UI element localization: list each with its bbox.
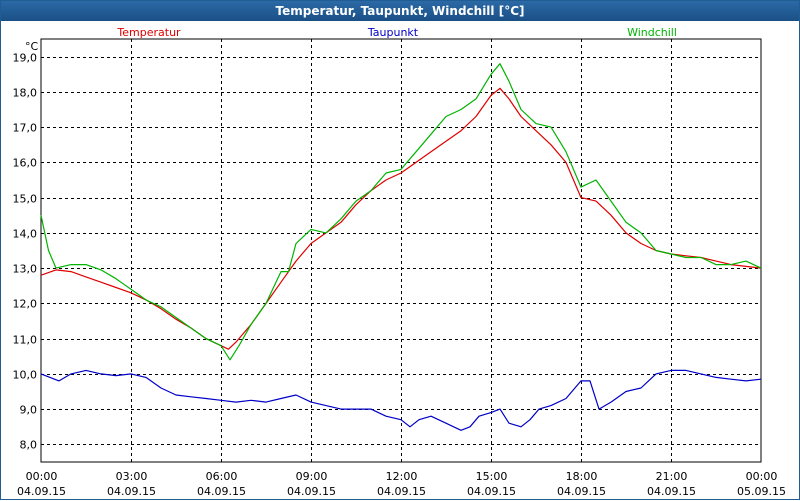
y-tick-label: 10,0 bbox=[13, 369, 38, 382]
y-tick-label: 13,0 bbox=[13, 263, 38, 276]
window-title: Temperatur, Taupunkt, Windchill [°C] bbox=[1, 1, 799, 21]
x-tick-time: 15:00 bbox=[476, 470, 508, 483]
x-tick-time: 00:00 bbox=[746, 470, 778, 483]
y-tick-label: 14,0 bbox=[13, 228, 38, 241]
y-axis-unit: °C bbox=[25, 40, 39, 53]
x-tick-time: 21:00 bbox=[656, 470, 688, 483]
y-tick-label: 11,0 bbox=[13, 334, 38, 347]
x-tick-time: 12:00 bbox=[386, 470, 418, 483]
legend-windchill: Windchill bbox=[627, 26, 677, 39]
y-tick-label: 15,0 bbox=[13, 193, 38, 206]
x-tick-date: 05.09.15 bbox=[737, 485, 786, 498]
x-tick-time: 00:00 bbox=[26, 470, 58, 483]
series-temperatur bbox=[40, 87, 762, 350]
y-tick-label: 8,0 bbox=[20, 439, 38, 452]
legend-temperatur: Temperatur bbox=[116, 26, 181, 39]
x-tick-time: 09:00 bbox=[296, 470, 328, 483]
y-tick-label: 17,0 bbox=[13, 122, 38, 135]
x-tick-time: 06:00 bbox=[206, 470, 238, 483]
x-tick-date: 04.09.15 bbox=[467, 485, 516, 498]
x-tick-date: 04.09.15 bbox=[377, 485, 426, 498]
y-tick-label: 9,0 bbox=[20, 404, 38, 417]
x-tick-time: 18:00 bbox=[566, 470, 598, 483]
series-taupunkt bbox=[40, 369, 762, 431]
x-tick-date: 04.09.15 bbox=[107, 485, 156, 498]
x-tick-date: 04.09.15 bbox=[647, 485, 696, 498]
series-windchill bbox=[40, 63, 762, 361]
y-tick-label: 12,0 bbox=[13, 298, 38, 311]
x-tick-date: 04.09.15 bbox=[557, 485, 606, 498]
x-tick-time: 03:00 bbox=[116, 470, 148, 483]
y-tick-label: 16,0 bbox=[13, 157, 38, 170]
y-tick-label: 19,0 bbox=[13, 52, 38, 65]
legend-taupunkt: Taupunkt bbox=[367, 26, 419, 39]
x-tick-date: 04.09.15 bbox=[17, 485, 66, 498]
y-tick-label: 18,0 bbox=[13, 87, 38, 100]
x-tick-date: 04.09.15 bbox=[287, 485, 336, 498]
x-tick-date: 04.09.15 bbox=[197, 485, 246, 498]
